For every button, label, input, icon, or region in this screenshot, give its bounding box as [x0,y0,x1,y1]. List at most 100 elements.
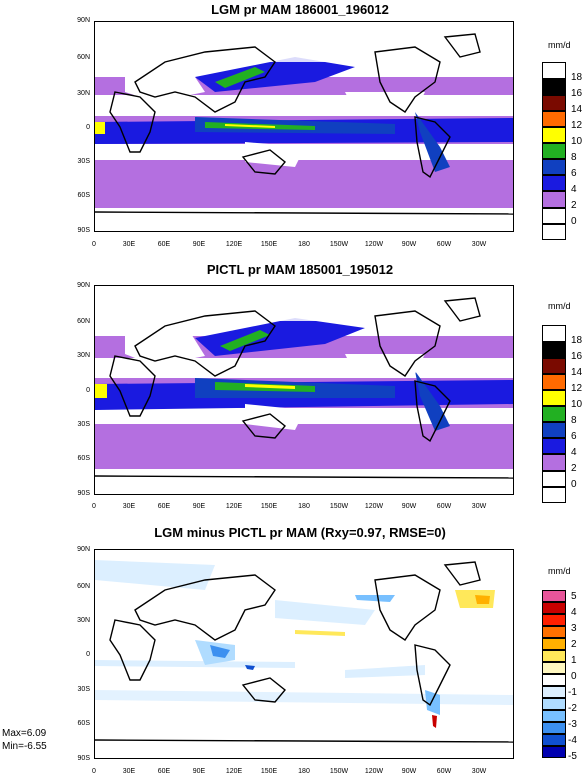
colorbar-swatch [542,374,566,390]
lon-tick-label: 120W [364,768,384,775]
colorbar-swatch [542,208,566,224]
colorbar-label: 2 [571,200,577,211]
lat-tick-label: 30S [77,158,90,165]
lon-tick-label: 120E [225,503,243,510]
colorbar-swatch [542,390,566,406]
colorbar-label: 18 [571,72,583,83]
lat-tick-label: 30N [77,90,90,97]
precip-map [95,22,513,231]
lon-tick-label: 120W [364,241,384,248]
colorbar-swatch [542,438,566,454]
panel-title: LGM pr MAM 186001_196012 [211,2,389,17]
lon-tick-label: 150E [260,241,278,248]
lat-tick-label: 30N [77,617,90,624]
colorbar-label: 2 [571,463,577,474]
lat-tick-label: 90N [77,282,90,289]
lon-tick-label: 120E [225,241,243,248]
colorbar-swatch [542,638,566,650]
lat-tick-label: 60S [77,192,90,199]
lon-tick-label: 60E [157,503,171,510]
colorbar-swatch [542,746,566,758]
colorbar-label: 4 [571,447,577,458]
colorbar-label: -1 [568,687,577,698]
colorbar-label: 4 [571,184,577,195]
lat-tick-label: 30S [77,421,90,428]
colorbar-swatch [542,358,566,374]
colorbar-swatch [542,626,566,638]
lon-tick-label: 180 [298,241,310,248]
max-value-text: Max=6.09 [2,728,47,739]
colorbar-swatch [542,686,566,698]
lon-tick-label: 150E [260,768,278,775]
colorbar-label: 12 [571,120,583,131]
colorbar-label: -5 [568,751,577,762]
colorbar-label: 10 [571,399,583,410]
lat-tick-label: 90S [77,490,90,497]
lat-tick-label: 60S [77,455,90,462]
lat-tick-label: 60N [77,583,90,590]
colorbar-swatch [542,325,566,342]
lon-tick-label: 90E [192,503,206,510]
colorbar-swatch [542,662,566,674]
lat-tick-label: 0 [86,387,90,394]
lon-tick-label: 30W [471,241,487,248]
colorbar-label: -4 [568,735,577,746]
colorbar-swatch [542,471,566,487]
colorbar-swatch [542,143,566,159]
colorbar-label: 8 [571,415,577,426]
map-frame [94,549,514,759]
lat-tick-label: 90N [77,546,90,553]
lon-tick-label: 60E [157,768,171,775]
map-frame [94,285,514,495]
precip-diff-map [95,550,513,758]
colorbar-swatch [542,175,566,191]
colorbar-swatch [542,62,566,79]
lon-tick-label: 150W [329,241,349,248]
colorbar-swatch [542,602,566,614]
lat-tick-label: 60N [77,318,90,325]
colorbar-label: 1 [571,655,577,666]
colorbar-label: 4 [571,607,577,618]
colorbar-swatch [542,454,566,471]
colorbar-swatch [542,406,566,422]
lon-tick-label: 180 [298,768,310,775]
lat-tick-label: 90S [77,227,90,234]
min-value-text: Min=-6.55 [2,741,47,752]
lat-tick-label: 90N [77,17,90,24]
colorbar-swatch [542,734,566,746]
lon-tick-label: 150W [329,503,349,510]
colorbar-label: 16 [571,88,583,99]
lat-tick-label: 30S [77,686,90,693]
colorbar-swatch [542,79,566,95]
colorbar-label: 2 [571,639,577,650]
lon-tick-label: 0 [92,768,96,775]
colorbar-label: 6 [571,168,577,179]
map-frame [94,21,514,232]
colorbar-swatch [542,159,566,175]
panel-title: LGM minus PICTL pr MAM (Rxy=0.97, RMSE=0… [154,525,446,540]
colorbar-label: 6 [571,431,577,442]
colorbar-label: 12 [571,383,583,394]
panel-title: PICTL pr MAM 185001_195012 [206,262,394,277]
colorbar-label: 3 [571,623,577,634]
colorbar-swatch [542,590,566,602]
colorbar-swatch [542,422,566,438]
precip-map [95,286,513,494]
colorbar-swatch [542,127,566,143]
lon-tick-label: 150E [260,503,278,510]
lon-tick-label: 90W [401,768,417,775]
colorbar-label: 14 [571,104,583,115]
lon-tick-label: 30E [122,768,136,775]
colorbar-label: 14 [571,367,583,378]
lon-tick-label: 90E [192,241,206,248]
lat-tick-label: 60S [77,720,90,727]
colorbar [542,590,566,760]
colorbar-swatch [542,710,566,722]
colorbar-label: 10 [571,136,583,147]
colorbar [542,62,566,248]
colorbar-units: mm/d [548,566,571,576]
lon-tick-label: 60W [436,241,452,248]
colorbar-swatch [542,722,566,734]
colorbar-units: mm/d [548,301,571,311]
colorbar-label: -3 [568,719,577,730]
